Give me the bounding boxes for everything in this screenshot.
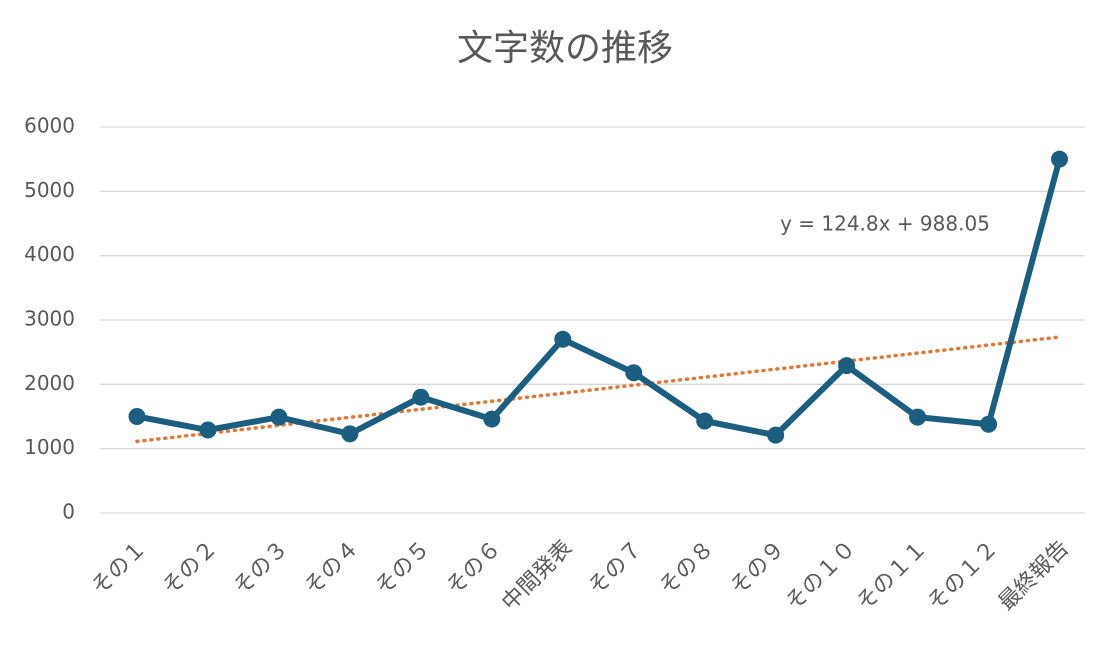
data-point: [767, 426, 785, 444]
y-tick-label: 0: [62, 500, 75, 524]
x-tick-label: その５: [371, 536, 435, 600]
data-point: [625, 364, 643, 382]
chart-title: 文字数の推移: [457, 28, 673, 69]
y-tick-label: 1000: [24, 435, 75, 459]
data-point: [483, 410, 501, 428]
y-tick-label: 4000: [24, 242, 75, 266]
data-point: [199, 421, 217, 439]
data-point: [838, 357, 856, 375]
data-point: [554, 330, 572, 348]
y-tick-label: 6000: [24, 114, 75, 138]
x-tick-label: その１２: [923, 536, 1003, 616]
data-point: [270, 408, 288, 426]
x-tick-label: その３: [229, 536, 293, 600]
y-tick-label: 5000: [24, 178, 75, 202]
data-point: [696, 412, 714, 430]
x-tick-label: その８: [655, 536, 719, 600]
y-tick-label: 3000: [24, 307, 75, 331]
data-point: [980, 415, 998, 433]
x-tick-label: その４: [300, 536, 364, 600]
trendline: [135, 335, 1062, 444]
data-point: [412, 388, 430, 406]
x-tick-label: その１０: [781, 536, 861, 616]
x-tick-label: その２: [158, 536, 222, 600]
data-point: [128, 408, 146, 425]
x-tick-label: その７: [584, 536, 648, 600]
x-tick-label: 最終報告: [994, 536, 1074, 616]
data-point: [1051, 150, 1069, 168]
data-point: [341, 425, 359, 443]
x-tick-label: その９: [726, 536, 790, 600]
y-tick-label: 2000: [24, 371, 75, 395]
data-point: [909, 408, 927, 426]
series-line: [136, 158, 1063, 439]
x-tick-label: その１: [87, 536, 151, 600]
x-tick-label: 中間発表: [497, 536, 577, 616]
x-tick-label: その６: [442, 536, 506, 600]
x-tick-label: その１１: [852, 536, 932, 616]
trendline-label: y = 124.8x + 988.05: [780, 212, 990, 236]
